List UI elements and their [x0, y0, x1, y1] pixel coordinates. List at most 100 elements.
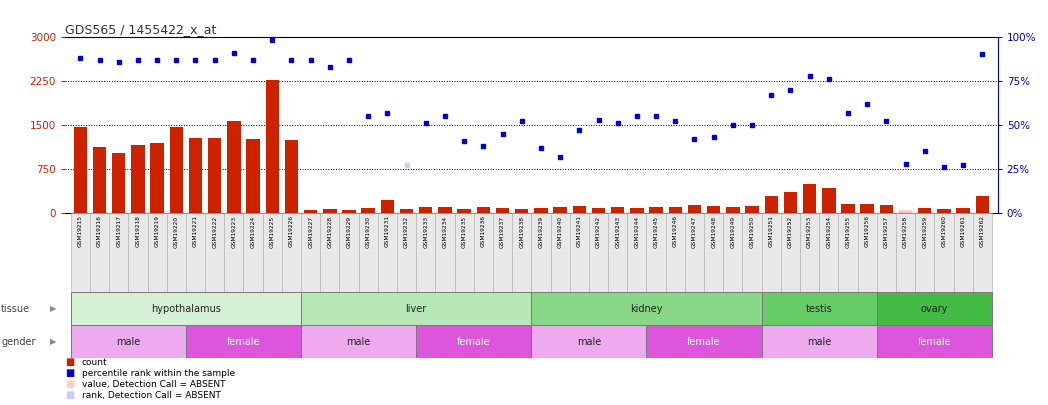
Bar — [570, 213, 589, 292]
Text: tissue: tissue — [1, 304, 30, 313]
Text: GSM19242: GSM19242 — [596, 215, 601, 247]
Text: GSM19245: GSM19245 — [654, 215, 658, 247]
Bar — [90, 213, 109, 292]
Text: ■: ■ — [65, 358, 74, 367]
Bar — [877, 325, 992, 358]
Bar — [109, 213, 128, 292]
Bar — [321, 213, 340, 292]
Text: GSM19226: GSM19226 — [289, 215, 293, 247]
Bar — [93, 147, 106, 213]
Bar — [246, 139, 260, 213]
Bar — [647, 213, 665, 292]
Bar — [726, 207, 740, 213]
Text: hypothalamus: hypothalamus — [151, 304, 221, 313]
Text: GSM19227: GSM19227 — [308, 215, 313, 247]
Bar — [899, 210, 913, 213]
Text: percentile rank within the sample: percentile rank within the sample — [82, 369, 235, 378]
Bar — [762, 325, 877, 358]
Bar — [553, 207, 567, 213]
Text: GSM19252: GSM19252 — [788, 215, 793, 247]
Bar — [128, 213, 148, 292]
Bar — [377, 213, 397, 292]
Bar — [860, 204, 874, 213]
Text: GSM19224: GSM19224 — [250, 215, 256, 247]
Text: male: male — [576, 337, 602, 347]
Bar — [531, 213, 550, 292]
Text: male: male — [116, 337, 140, 347]
Text: GSM19218: GSM19218 — [135, 215, 140, 247]
Text: GSM19238: GSM19238 — [519, 215, 524, 247]
Bar — [185, 325, 301, 358]
Text: GSM19217: GSM19217 — [116, 215, 122, 247]
Bar — [973, 213, 992, 292]
Text: GSM19237: GSM19237 — [500, 215, 505, 247]
Bar — [400, 209, 413, 213]
Bar — [707, 206, 720, 213]
Bar — [784, 192, 798, 213]
Text: GSM19256: GSM19256 — [865, 215, 870, 247]
Bar — [857, 213, 877, 292]
Text: female: female — [687, 337, 721, 347]
Text: GSM19219: GSM19219 — [155, 215, 159, 247]
Text: gender: gender — [1, 337, 36, 347]
Text: GSM19261: GSM19261 — [961, 215, 965, 247]
Text: testis: testis — [806, 304, 832, 313]
Bar — [896, 213, 915, 292]
Bar — [416, 325, 531, 358]
Text: GSM19259: GSM19259 — [922, 215, 927, 247]
Text: GSM19258: GSM19258 — [903, 215, 908, 247]
Bar — [589, 213, 608, 292]
Text: ■: ■ — [65, 369, 74, 378]
Text: GSM19230: GSM19230 — [366, 215, 371, 247]
Text: GSM19244: GSM19244 — [634, 215, 639, 247]
Bar — [263, 213, 282, 292]
Text: count: count — [82, 358, 107, 367]
Text: GSM19232: GSM19232 — [405, 215, 409, 247]
Text: GSM19251: GSM19251 — [769, 215, 773, 247]
Bar — [572, 206, 586, 213]
Bar — [416, 213, 435, 292]
Text: GSM19255: GSM19255 — [846, 215, 851, 247]
Text: GSM19220: GSM19220 — [174, 215, 179, 247]
Bar — [227, 121, 241, 213]
Bar — [301, 325, 416, 358]
Text: male: male — [347, 337, 371, 347]
Text: GSM19241: GSM19241 — [576, 215, 582, 247]
Text: GSM19239: GSM19239 — [539, 215, 544, 247]
Bar — [957, 208, 969, 213]
Bar — [842, 204, 855, 213]
Bar — [515, 209, 528, 213]
Text: GSM19254: GSM19254 — [826, 215, 831, 247]
Bar — [611, 207, 625, 213]
Bar — [70, 325, 185, 358]
Bar — [820, 213, 838, 292]
Bar — [455, 213, 474, 292]
Text: GSM19262: GSM19262 — [980, 215, 985, 247]
Text: GSM19225: GSM19225 — [269, 215, 275, 247]
Bar — [630, 208, 643, 213]
Bar — [704, 213, 723, 292]
Bar — [150, 143, 163, 213]
Bar — [954, 213, 973, 292]
Text: GSM19235: GSM19235 — [462, 215, 466, 247]
Text: ▶: ▶ — [50, 304, 57, 313]
Bar — [531, 325, 647, 358]
Bar — [781, 213, 800, 292]
Text: GSM19250: GSM19250 — [749, 215, 755, 247]
Bar — [148, 213, 167, 292]
Bar — [745, 206, 759, 213]
Bar — [493, 213, 512, 292]
Bar — [208, 139, 221, 213]
Bar — [665, 213, 685, 292]
Bar — [343, 209, 355, 213]
Bar — [608, 213, 628, 292]
Bar — [189, 138, 202, 213]
Bar — [73, 127, 87, 213]
Bar — [70, 213, 90, 292]
Bar — [131, 145, 145, 213]
Bar — [937, 209, 951, 213]
Text: male: male — [807, 337, 831, 347]
Bar — [419, 207, 433, 213]
Text: GSM19243: GSM19243 — [615, 215, 620, 247]
Bar — [915, 213, 935, 292]
